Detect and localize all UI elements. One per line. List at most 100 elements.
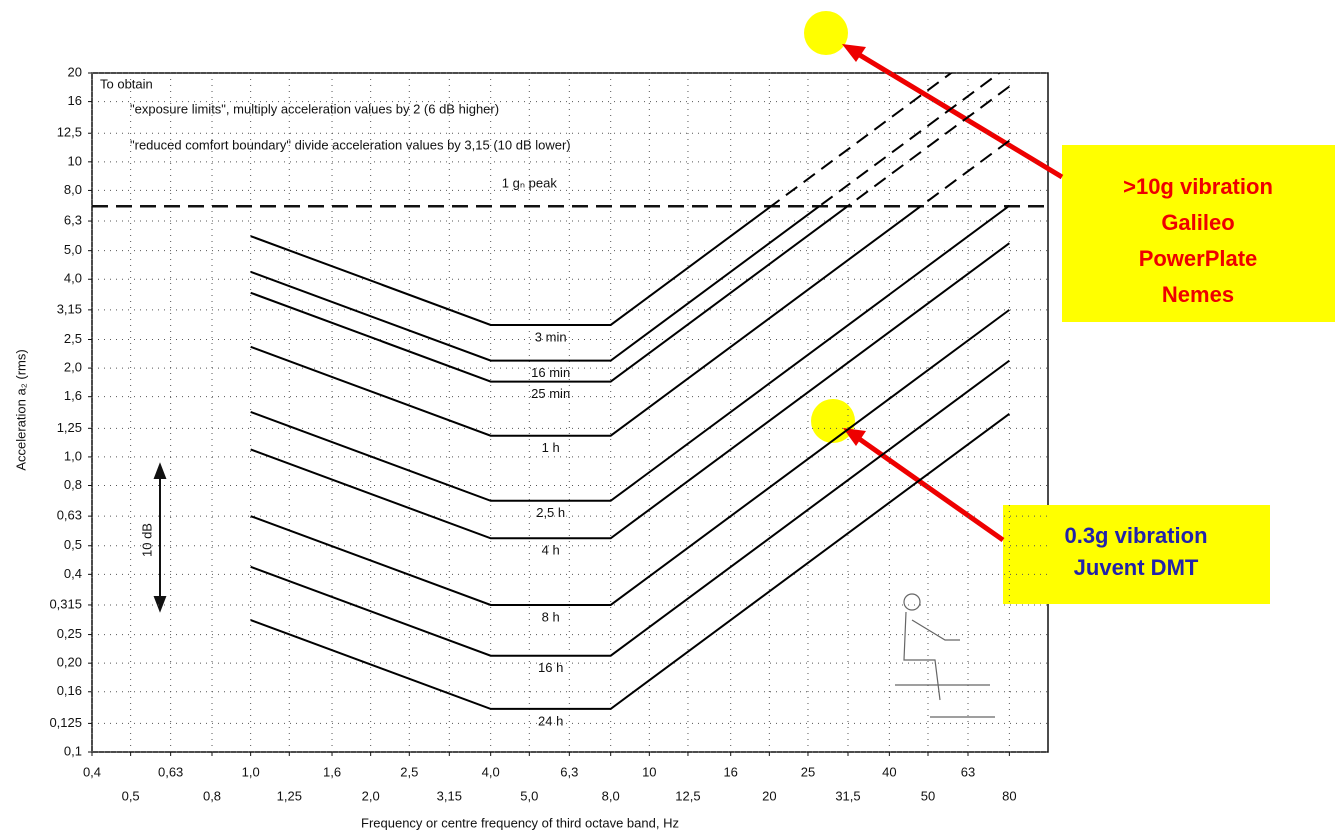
curve-dashed-clip <box>251 243 1010 538</box>
curve-dashed-clip <box>251 310 1010 605</box>
y-tick-label: 10 <box>68 153 82 168</box>
y-tick-label: 2,0 <box>64 360 82 375</box>
y-tick-label: 0,63 <box>57 508 82 523</box>
y-tick-label: 0,4 <box>64 566 82 581</box>
curve <box>251 361 1010 656</box>
x-tick-label: 20 <box>762 788 776 803</box>
y-tick-label: 1,25 <box>57 420 82 435</box>
y-tick-label: 3,15 <box>57 301 82 316</box>
x-tick-label: 12,5 <box>675 788 700 803</box>
x-tick-label: 2,0 <box>362 788 380 803</box>
curve-dashed-clip <box>251 206 1010 501</box>
db-label: 10 dB <box>139 523 154 557</box>
y-tick-label: 16 <box>68 93 82 108</box>
x-tick-label: 50 <box>921 788 935 803</box>
curve-label: 4 h <box>542 543 560 558</box>
curve-label: 16 min <box>531 365 570 380</box>
curve-solid-clip <box>251 206 1010 501</box>
x-tick-label: 0,63 <box>158 764 183 779</box>
x-tick-label: 0,4 <box>83 764 101 779</box>
y-axis-label: Acceleration a₂ (rms) <box>13 349 28 470</box>
callout-text: Nemes <box>1162 282 1234 307</box>
y-tick-label: 1,6 <box>64 388 82 403</box>
y-tick-label: 1,0 <box>64 448 82 463</box>
peak-label: 1 gₙ peak <box>502 176 558 191</box>
curve <box>251 243 1010 538</box>
callout-1 <box>804 11 1335 322</box>
x-tick-label: 4,0 <box>482 764 500 779</box>
x-tick-label: 2,5 <box>400 764 418 779</box>
callout-text: Juvent DMT <box>1074 555 1199 580</box>
x-tick-label: 40 <box>882 764 896 779</box>
x-tick-label: 1,25 <box>277 788 302 803</box>
x-tick-label: 63 <box>961 764 975 779</box>
curve-label: 3 min <box>535 329 567 344</box>
curve-label: 25 min <box>531 386 570 401</box>
y-tick-label: 0,1 <box>64 743 82 758</box>
x-tick-label: 16 <box>723 764 737 779</box>
curve-label: 16 h <box>538 660 563 675</box>
curve-dashed-clip <box>251 87 1010 382</box>
curve-label: 24 h <box>538 713 563 728</box>
y-tick-label: 0,5 <box>64 537 82 552</box>
curve-dashed-clip <box>251 141 1010 436</box>
y-tick-label: 0,125 <box>49 715 82 730</box>
y-tick-label: 8,0 <box>64 182 82 197</box>
x-tick-label: 6,3 <box>560 764 578 779</box>
curve-dashed <box>251 361 1010 656</box>
y-tick-label: 0,20 <box>57 655 82 670</box>
curve <box>251 310 1010 605</box>
curve-label: 2,5 h <box>536 505 565 520</box>
curve-dashed-clip <box>251 414 1010 709</box>
curve-solid-clip <box>251 141 1010 436</box>
annotation: To obtain <box>100 76 153 91</box>
x-tick-label: 0,5 <box>122 788 140 803</box>
curve-label: 8 h <box>542 609 560 624</box>
x-tick-label: 25 <box>801 764 815 779</box>
curve <box>251 141 1010 436</box>
curve-dashed <box>251 206 1010 501</box>
y-tick-label: 12,5 <box>57 125 82 140</box>
x-tick-label: 31,5 <box>835 788 860 803</box>
db-arrow <box>155 465 165 610</box>
callout-2 <box>811 399 1270 604</box>
x-tick-label: 1,6 <box>323 764 341 779</box>
y-tick-label: 4,0 <box>64 271 82 286</box>
curve-solid-clip <box>251 414 1010 709</box>
y-tick-label: 20 <box>68 64 82 79</box>
curve-dashed <box>251 243 1010 538</box>
callout-text: >10g vibration <box>1123 174 1273 199</box>
seated-figure <box>895 594 995 717</box>
callout-text: PowerPlate <box>1139 246 1258 271</box>
curve <box>251 87 1010 382</box>
y-tick-label: 6,3 <box>64 212 82 227</box>
x-tick-label: 1,0 <box>242 764 260 779</box>
curve-dashed <box>251 414 1010 709</box>
x-tick-label: 10 <box>642 764 656 779</box>
curve <box>251 414 1010 709</box>
curve-label: 1 h <box>542 440 560 455</box>
annotation: "reduced comfort boundary" divide accele… <box>130 137 571 152</box>
curve-solid-clip <box>251 361 1010 656</box>
x-tick-label: 5,0 <box>520 788 538 803</box>
x-axis-label: Frequency or centre frequency of third o… <box>361 815 679 830</box>
callout-text: 0.3g vibration <box>1064 523 1207 548</box>
chart: To obtain "exposure limits", multiply ac… <box>0 0 1339 834</box>
curve-solid-clip <box>251 87 1010 382</box>
curve-dashed <box>251 310 1010 605</box>
curve <box>251 206 1010 501</box>
curve-solid-clip <box>251 243 1010 538</box>
x-tick-label: 8,0 <box>602 788 620 803</box>
curve-solid-clip <box>251 310 1010 605</box>
x-tick-label: 80 <box>1002 788 1016 803</box>
y-tick-label: 0,16 <box>57 683 82 698</box>
y-tick-label: 0,25 <box>57 626 82 641</box>
x-tick-label: 3,15 <box>437 788 462 803</box>
y-tick-label: 2,5 <box>64 331 82 346</box>
curve-dashed <box>251 141 1010 436</box>
y-tick-label: 0,8 <box>64 477 82 492</box>
x-tick-label: 0,8 <box>203 788 221 803</box>
curve-dashed <box>251 87 1010 382</box>
curve-dashed-clip <box>251 361 1010 656</box>
y-tick-label: 5,0 <box>64 242 82 257</box>
